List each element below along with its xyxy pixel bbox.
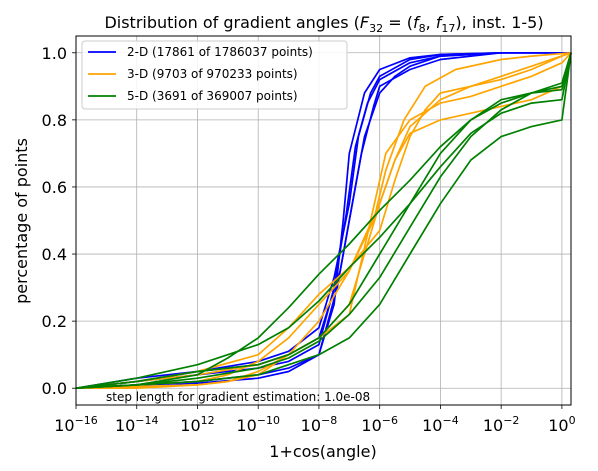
series-2d-instance-5-line [75, 51, 571, 390]
legend-label-3d: 3-D (9703 of 970233 points) [127, 67, 298, 81]
x-axis-label: 1+cos(angle) [269, 442, 376, 461]
x-tick-label: 10−6 [361, 414, 398, 435]
series-5d-instance-5-line [75, 52, 572, 390]
series-2d-instance-2-line [75, 51, 571, 390]
annotation-step-length: step length for gradient estimation: 1.0… [106, 390, 370, 404]
x-tick-label: 100 [548, 414, 575, 435]
series-2d-instance-4-line [75, 51, 571, 390]
y-tick-label: 0.4 [42, 245, 67, 264]
x-tick-label: 10−16 [54, 414, 98, 435]
series-5d-instance-3-line [75, 52, 572, 390]
x-axis-ticks: 10−16 10−14 1012 10−10 10−8 10−6 10−4 10−2 100 [54, 405, 576, 435]
x-tick-label: 1012 [180, 414, 214, 435]
series-3d-instance-2-line [75, 52, 572, 390]
series-5d-instance-1-line [75, 52, 572, 390]
y-tick-label: 0.0 [42, 379, 67, 398]
legend: 2-D (17861 of 1786037 points) 3-D (9703 … [81, 40, 348, 110]
plot-lines [75, 51, 572, 390]
y-axis-ticks: 0.0 0.2 0.4 0.6 0.8 1.0 [42, 44, 76, 398]
y-tick-label: 0.6 [42, 178, 67, 197]
chart-title: Distribution of gradient angles (F32 = (… [104, 13, 543, 35]
y-axis-label: percentage of points [12, 138, 31, 304]
y-tick-label: 0.2 [42, 312, 67, 331]
x-tick-label: 10−8 [301, 414, 338, 435]
x-tick-label: 10−10 [236, 414, 280, 435]
series-3d-instance-3-line [75, 51, 572, 390]
legend-label-5d: 5-D (3691 of 369007 points) [127, 89, 298, 103]
y-tick-label: 0.8 [42, 111, 67, 130]
legend-label-2d: 2-D (17861 of 1786037 points) [127, 45, 313, 59]
y-tick-label: 1.0 [42, 44, 67, 63]
plot-frame [75, 35, 572, 406]
x-tick-label: 10−4 [422, 414, 459, 435]
x-tick-label: 10−14 [115, 414, 159, 435]
series-5d-instance-2-line [75, 52, 572, 390]
legend-box [81, 40, 348, 110]
x-tick-label: 10−2 [483, 414, 520, 435]
series-3d-instance-4-line [75, 51, 572, 390]
series-5d-instance-4-line [75, 52, 572, 390]
